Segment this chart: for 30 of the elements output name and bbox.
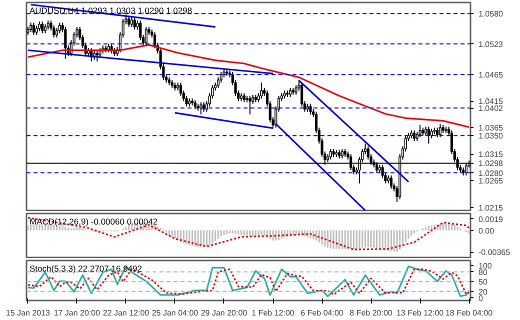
y-tick-label: 50 [478, 278, 488, 287]
y-tick-label: 0.0019 [478, 214, 504, 224]
y-tick-label: 1.0415 [478, 97, 504, 106]
ref-line-label: 1.0465 [478, 70, 504, 80]
ref-line-label: 1.0350 [478, 132, 504, 141]
ref-line-label: 1.0523 [478, 40, 504, 49]
y-tick-label: 1.0365 [478, 124, 504, 133]
x-tick-label: 13 Feb 12:00 [396, 308, 444, 318]
y-tick-label: 0.00 [478, 226, 495, 236]
x-tick-label: 8 Feb 20:00 [350, 308, 393, 318]
y-tick-label: 1.0265 [478, 176, 504, 186]
x-tick-label: 29 Jan 20:00 [200, 308, 248, 318]
x-tick-label: 25 Jan 04:00 [152, 308, 199, 318]
y-tick-label: 80 [478, 268, 488, 277]
x-tick-label: 22 Jan 12:00 [102, 308, 150, 318]
y-tick-label: 100 [478, 261, 492, 270]
y-tick-label: 1.0315 [478, 150, 504, 160]
ref-line-label: 1.0280 [478, 168, 504, 178]
ref-line-label: 1.0580 [478, 10, 504, 19]
x-tick-label: 1 Feb 12:00 [252, 308, 295, 318]
ref-line-label: 1.0298 [478, 159, 504, 168]
y-tick-label: -0.00365 [478, 248, 511, 258]
x-tick-label: 18 Feb 04:00 [445, 308, 494, 318]
x-tick-label: 6 Feb 04:00 [300, 308, 344, 318]
x-tick-label: 15 Jan 2013 [6, 308, 51, 318]
y-tick-label: 0 [478, 294, 484, 303]
y-tick-label: 1.0215 [478, 203, 504, 212]
x-tick-label: 17 Jan 20:00 [54, 308, 101, 318]
ref-line-label: 1.0402 [478, 104, 504, 114]
y-tick-label: 20 [478, 287, 488, 296]
